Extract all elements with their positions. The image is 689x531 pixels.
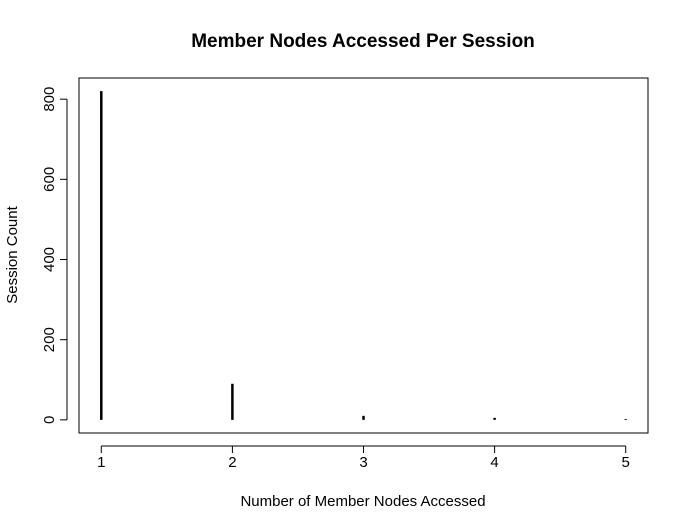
y-tick-label: 600 — [41, 167, 58, 192]
y-tick-label: 200 — [41, 327, 58, 352]
bars-group — [100, 91, 627, 420]
y-tick-label: 400 — [41, 247, 58, 272]
x-tick-label: 3 — [359, 454, 367, 471]
y-axis: 0 200 400 600 800 — [41, 87, 68, 424]
x-tick-label: 2 — [228, 454, 236, 471]
x-tick-label: 4 — [490, 454, 498, 471]
y-tick-label: 0 — [41, 416, 58, 424]
x-tick-label: 1 — [97, 454, 105, 471]
x-tick-label: 5 — [622, 454, 630, 471]
x-axis-label: Number of Member Nodes Accessed — [240, 493, 485, 510]
chart-title: Member Nodes Accessed Per Session — [191, 31, 535, 52]
y-axis-label: Session Count — [4, 205, 21, 303]
x-axis: 1 2 3 4 5 — [97, 445, 630, 471]
y-tick-label: 800 — [41, 87, 58, 112]
plot-frame — [78, 77, 649, 434]
